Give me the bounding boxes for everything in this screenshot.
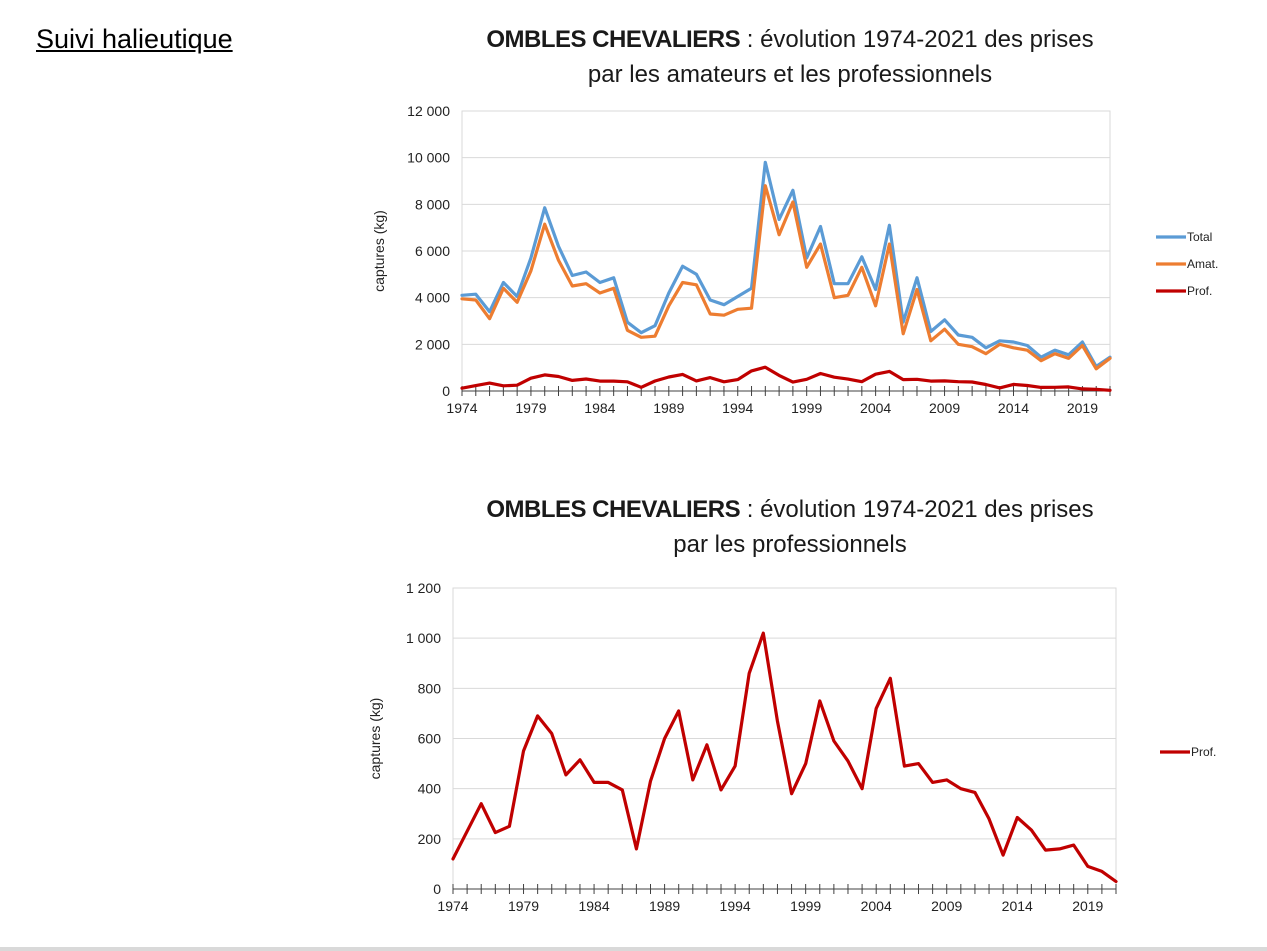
chart1-xtick-label: 2004 [860,400,891,416]
chart1-xtick-label: 1974 [446,400,477,416]
chart-title-2-line2: par les professionnels [673,531,907,558]
chart1-series-amat-line [460,184,1112,371]
chart-title-1-rest: : évolution 1974-2021 des prises [740,26,1094,53]
chart-title-1-bold: OMBLES CHEVALIERS [486,26,741,53]
chart1-ytick-label: 4 000 [415,290,450,306]
chart1-ytick-label: 10 000 [407,150,450,166]
chart1-legend-label: Amat. [1187,257,1218,271]
chart-title-1: OMBLES CHEVALIERS : évolution 1974-2021 … [420,22,1160,92]
page-header: Suivi halieutique [36,24,233,54]
chart1-xtick-label: 1979 [515,400,546,416]
chart1-xtick-label: 2014 [998,400,1029,416]
chart-title-2: OMBLES CHEVALIERS : évolution 1974-2021 … [420,492,1160,562]
chart1-ytick-label: 0 [442,383,450,399]
chart1-xtick-label: 2009 [929,400,960,416]
chart1-xtick-label: 1984 [584,400,615,416]
chart-title-1-line2: par les amateurs et les professionnels [587,61,993,88]
chart1-ytick-label: 12 000 [407,103,450,119]
chart1-xtick-label: 1989 [653,400,684,416]
chart-title-2-bold: OMBLES CHEVALIERS [486,496,741,523]
bottom-divider [0,947,1267,951]
chart1-xtick-label: 1999 [791,400,822,416]
chart1-ytick-label: 6 000 [415,243,450,259]
chart1-xtick-label: 1994 [722,400,753,416]
chart1-xtick-label: 2019 [1067,400,1098,416]
chart1-ytick-label: 2 000 [415,336,450,352]
chart1-series-total-line [460,160,1112,369]
chart1-legend-label: Prof. [1187,284,1212,298]
chart1-ytick-label: 8 000 [415,196,450,212]
chart1-series-prof-line [460,365,1112,392]
chart-title-2-rest: : évolution 1974-2021 des prises [740,496,1094,523]
chart1-y-axis-title: captures (kg) [371,210,387,292]
chart1-legend-label: Total [1187,230,1212,244]
